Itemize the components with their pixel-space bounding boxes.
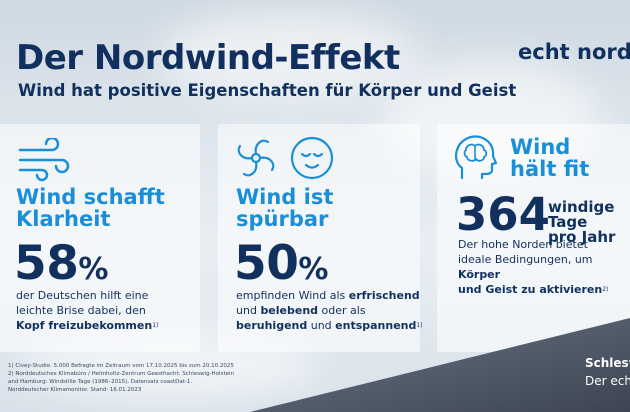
wind-lines-icon <box>18 138 70 182</box>
footnote-line: and Hamburg: Windstille Tage (1986–2015)… <box>8 379 193 385</box>
panel-fit <box>437 124 630 352</box>
corner-text: Der echte <box>585 374 630 388</box>
heading-line: Wind schafft <box>16 185 165 209</box>
panel-heading: Wind schafft Klarheit <box>16 186 165 230</box>
desc-line: Der hohe Norden bietet <box>458 238 588 251</box>
desc-text: empfinden Wind als <box>236 289 349 302</box>
desc-bold: und Geist zu aktivieren <box>458 283 603 296</box>
footnote-line: Norddeutscher Klimamonitor. Stand: 16.01… <box>8 387 142 393</box>
stat-label: windige Tage pro Jahr <box>548 200 630 245</box>
footnote-ref: 2) <box>602 286 609 293</box>
stat-value: 50% <box>234 240 328 294</box>
desc-bold: beruhigend <box>236 319 308 332</box>
desc-line: der Deutschen hilft eine <box>16 289 149 302</box>
heading-line: Wind <box>510 135 571 159</box>
heading-line: Klarheit <box>16 207 111 231</box>
panel-heading: Wind ist spürbar <box>236 186 333 230</box>
heading-line: Wind ist <box>236 185 334 209</box>
stat-number: 58 <box>14 236 79 291</box>
stat-number: 50 <box>234 236 299 291</box>
desc-line: leichte Brise dabei, den <box>16 304 146 317</box>
footnote-ref: 1) <box>416 322 423 329</box>
calm-face-icon <box>290 136 334 180</box>
stat-number: 364 <box>456 188 550 241</box>
stat-label-line: windige Tage <box>548 198 615 231</box>
stat-label-line: pro Jahr <box>548 228 616 246</box>
panel-spuerbar <box>218 124 420 352</box>
desc-bold: Kopf freizubekommen <box>16 319 153 332</box>
footnote-ref: 1) <box>152 322 159 329</box>
fan-icon <box>237 139 275 177</box>
desc-bold: belebend <box>260 304 319 317</box>
stat-unit: % <box>298 252 328 287</box>
panel-klarheit <box>0 124 200 352</box>
corner-text: Schleswig- <box>585 356 630 370</box>
heading-line: hält fit <box>510 157 590 181</box>
page-title: Der Nordwind-Effekt <box>16 38 400 78</box>
desc-bold: erfrischend <box>348 289 420 302</box>
stat-description: der Deutschen hilft eine leichte Brise d… <box>16 288 158 333</box>
desc-text: und <box>307 319 336 332</box>
panel-heading: Wind hält fit <box>510 136 589 180</box>
stat-description: Der hohe Norden bietet ideale Bedingunge… <box>458 237 630 297</box>
stat-value: 58% <box>14 240 108 294</box>
desc-bold: entspannend <box>335 319 417 332</box>
desc-text: oder als <box>318 304 366 317</box>
desc-text: und <box>236 304 261 317</box>
stat-description: empfinden Wind als erfrischend und beleb… <box>236 288 423 333</box>
brand-logo: echt nordi <box>518 40 630 64</box>
stat-unit: % <box>78 252 108 287</box>
footnote-line: 1) Civey-Studie. 5.000 Befragte im Zeitr… <box>8 363 234 369</box>
footnotes: 1) Civey-Studie. 5.000 Befragte im Zeitr… <box>8 362 234 394</box>
cloud-decoration <box>160 10 420 100</box>
page-subtitle: Wind hat positive Eigenschaften für Körp… <box>18 81 517 100</box>
heading-line: spürbar <box>236 207 329 231</box>
desc-bold: Körper <box>458 268 501 281</box>
desc-text: ideale Bedingungen, um <box>458 253 593 266</box>
head-brain-icon <box>454 135 498 180</box>
footnote-line: 2) Norddeutsches Klimabüro / Helmholtz-Z… <box>8 371 235 377</box>
